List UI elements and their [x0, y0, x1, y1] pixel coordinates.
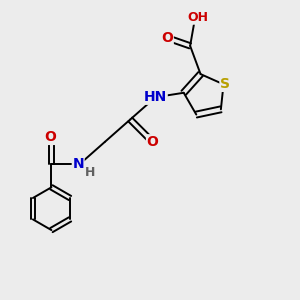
Text: O: O: [161, 32, 173, 45]
Text: O: O: [44, 130, 56, 144]
Text: S: S: [220, 77, 230, 91]
Text: N: N: [72, 157, 84, 171]
Text: OH: OH: [187, 11, 208, 24]
Text: O: O: [147, 135, 158, 149]
Text: H: H: [85, 166, 95, 179]
Text: HN: HN: [144, 90, 167, 104]
